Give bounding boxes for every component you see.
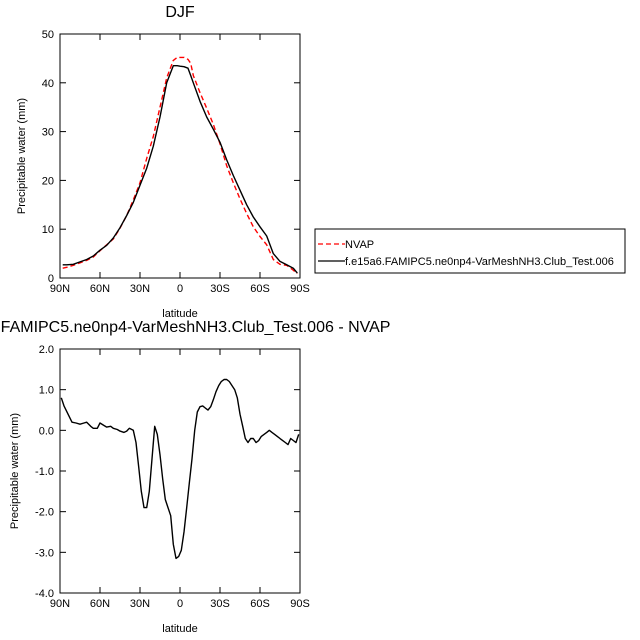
bottom-chart-x-tick-label: 30S: [210, 598, 230, 610]
bottom-chart-y-tick-label: 2.0: [39, 344, 54, 356]
bottom-chart-x-tick-label: 60S: [250, 598, 270, 610]
top-chart-series-line-0: [62, 56, 298, 275]
top-chart-x-tick-label: 60N: [90, 283, 110, 295]
bottom-chart-ticks: 90N 60N 30N 0 30S 60S 90S -4.0 -3.0 -2.0 -1.0 0.0 1.…: [35, 344, 310, 610]
top-chart-x-tick-label: 90N: [50, 283, 70, 295]
top-chart-y-tick-label: 50: [42, 29, 54, 41]
bottom-chart-x-tick-label: 0: [177, 598, 183, 610]
bottom-chart-x-tick-label: 90S: [290, 598, 310, 610]
top-chart-x-axis-label: latitude: [162, 308, 197, 320]
top-chart-series-line-1: [62, 64, 298, 274]
bottom-chart-y-tick-label: 1.0: [39, 385, 54, 397]
bottom-chart-title: 5a6.FAMIPC5.ne0np4-VarMeshNH3.Club_Test.…: [0, 319, 390, 336]
top-chart-x-tick-label: 30S: [210, 283, 230, 295]
top-chart-lines: [62, 56, 298, 275]
bottom-chart-x-tick-label: 60N: [90, 598, 110, 610]
bottom-chart-y-tick-label: 0.0: [39, 425, 54, 437]
top-chart-y-tick-label: 0: [48, 273, 54, 285]
top-chart-frame: [59, 33, 301, 279]
top-chart-x-tick-label: 90S: [290, 283, 310, 295]
top-chart-title: DJF: [165, 4, 195, 21]
top-chart-y-tick-label: 20: [42, 175, 54, 187]
bottom-chart-x-tick-label: 30N: [130, 598, 150, 610]
legend-box: [314, 228, 626, 274]
legend: NVAP f.e15a6.FAMIPC5.ne0np4-VarMeshNH3.C…: [314, 228, 626, 274]
bottom-chart-frame: [59, 348, 301, 594]
bottom-chart-y-tick-label: -3.0: [35, 547, 54, 559]
top-chart-x-tick-label: 60S: [250, 283, 270, 295]
bottom-chart-y-axis-label: Precipitable water (mm): [9, 413, 21, 529]
bottom-chart-y-tick-label: -4.0: [35, 588, 54, 600]
legend-label-model: f.e15a6.FAMIPC5.ne0np4-VarMeshNH3.Club_T…: [345, 256, 614, 268]
bottom-chart-x-tick-label: 90N: [50, 598, 70, 610]
bottom-chart-lines: [60, 378, 300, 560]
top-chart-y-tick-label: 30: [42, 127, 54, 139]
bottom-chart-y-tick-label: -1.0: [35, 466, 54, 478]
bottom-chart-x-axis-label: latitude: [162, 623, 197, 635]
bottom-chart-series-line-0: [60, 378, 300, 560]
bottom-chart: 5a6.FAMIPC5.ne0np4-VarMeshNH3.Club_Test.…: [0, 319, 390, 635]
top-chart-y-axis-label: Precipitable water (mm): [16, 98, 28, 214]
top-chart-y-tick-label: 40: [42, 78, 54, 90]
top-chart-ticks: 90N 60N 30N 0 30S 60S 90S 0 10 20 30 40 50: [42, 29, 310, 295]
top-chart-x-tick-label: 0: [177, 283, 183, 295]
top-chart-x-tick-label: 30N: [130, 283, 150, 295]
top-chart: DJF 90N 60N 30N 0 30S 60S 90S 0 10 20 30 40 50 latit…: [16, 4, 310, 320]
legend-label-nvap: NVAP: [345, 239, 374, 251]
top-chart-y-tick-label: 10: [42, 224, 54, 236]
bottom-chart-y-tick-label: -2.0: [35, 507, 54, 519]
